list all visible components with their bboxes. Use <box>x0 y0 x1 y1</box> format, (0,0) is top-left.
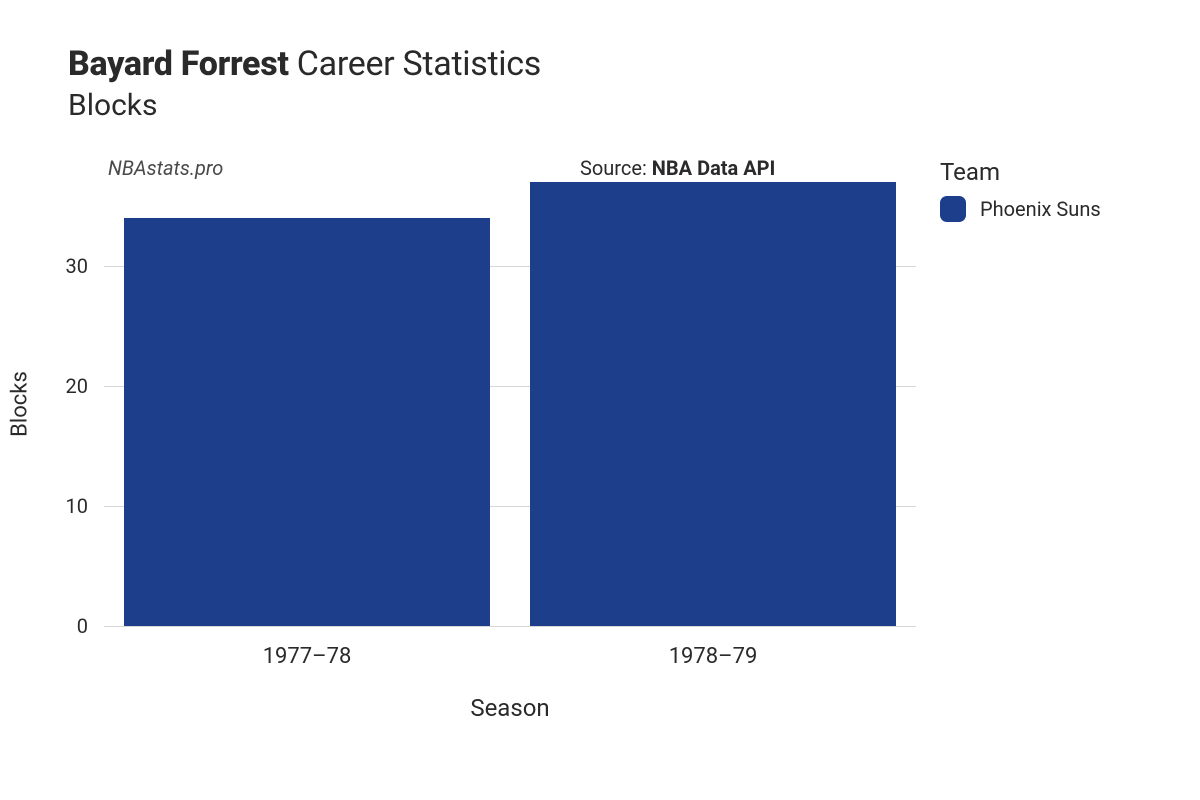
title-suffix: Career Statistics <box>297 44 541 84</box>
legend-swatch <box>940 196 966 222</box>
legend-item: Phoenix Suns <box>940 196 1101 222</box>
source-value: NBA Data API <box>652 156 776 180</box>
gridline <box>104 626 916 627</box>
branding-text: NBAstats.pro <box>108 156 223 180</box>
title-subtitle: Blocks <box>68 88 541 123</box>
legend: Team Phoenix Suns <box>940 158 1101 222</box>
bar <box>530 182 895 626</box>
y-tick-label: 30 <box>48 254 88 278</box>
chart-title-block: Bayard Forrest Career Statistics Blocks <box>68 44 541 123</box>
x-tick-label: 1977–78 <box>263 644 352 669</box>
title-player-name: Bayard Forrest <box>68 44 289 84</box>
legend-item-label: Phoenix Suns <box>980 197 1101 221</box>
source-attribution: Source: NBA Data API <box>580 156 775 180</box>
plot-area: 01020301977–781978–79 <box>104 182 916 626</box>
legend-title: Team <box>940 158 1101 186</box>
y-axis-label: Blocks <box>8 371 33 437</box>
x-axis-label: Season <box>470 694 549 722</box>
bar <box>124 218 489 626</box>
y-tick-label: 10 <box>48 494 88 518</box>
y-tick-label: 20 <box>48 374 88 398</box>
source-label: Source: <box>580 156 652 180</box>
y-tick-label: 0 <box>48 614 88 638</box>
x-tick-label: 1978–79 <box>669 644 758 669</box>
